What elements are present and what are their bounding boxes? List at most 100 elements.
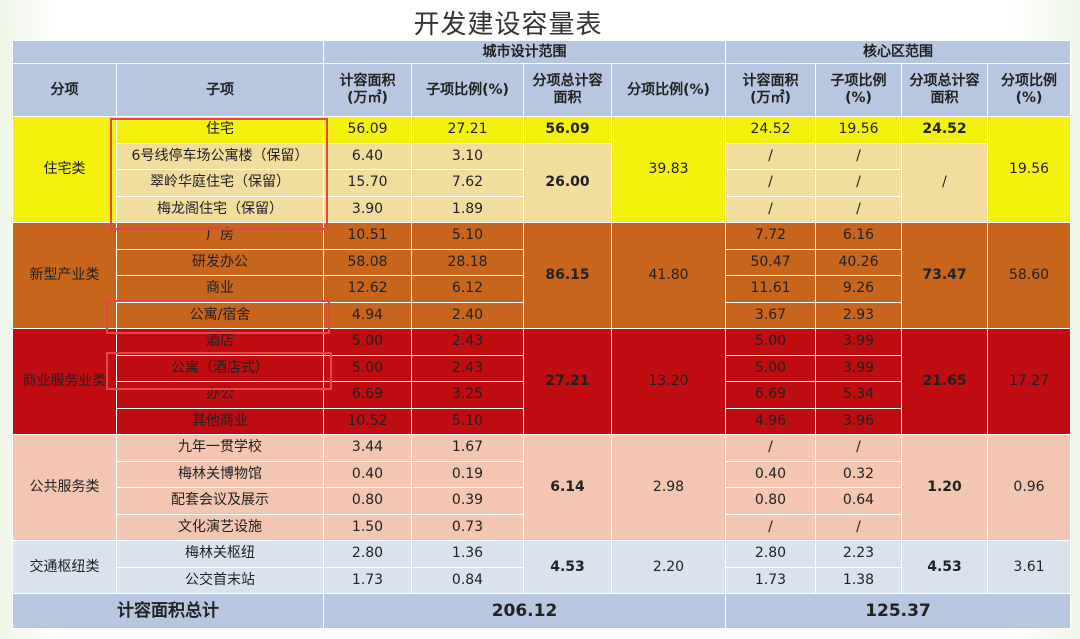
core-area-cell: 50.47: [725, 248, 816, 276]
category-cell: 交通枢纽类: [12, 540, 117, 594]
core-ratio-cell: 40.26: [815, 248, 902, 276]
table-row: 6号线停车场公寓楼（保留） 6.40 3.10 26.00 / / /: [12, 142, 1071, 223]
city-area-cell: 3.44: [323, 434, 412, 462]
city-area-cell: 10.51: [323, 222, 412, 250]
header-core-area-range: 核心区范围: [725, 40, 1071, 64]
city-area-cell: 4.94: [323, 301, 412, 329]
core-ratio-cell: 2.23: [815, 540, 902, 568]
core-total-cell: 21.65: [901, 328, 988, 435]
header-category: 分项: [12, 63, 117, 117]
subitem-cell: 公交首末站: [116, 566, 324, 594]
subitem-cell: 住宅: [116, 116, 324, 144]
header-city-area: 计容面积 (万㎡): [323, 63, 412, 117]
table-row: 翠岭华庭住宅（保留） 15.70 7.62 / /: [12, 169, 1071, 197]
city-ratio-cell: 5.10: [411, 407, 524, 435]
header-columns-row: 分项 子项 计容面积 (万㎡) 子项比例(%) 分项总计容 面积 分项比例(%)…: [12, 63, 1071, 117]
city-grand-total: 206.12: [323, 593, 726, 629]
city-total-cell: 27.21: [523, 328, 612, 435]
header-city-design-range: 城市设计范围: [323, 40, 726, 64]
city-ratio-cell: 2.43: [411, 354, 524, 382]
core-area-cell: 24.52: [725, 116, 816, 144]
core-area-cell: /: [725, 195, 816, 223]
city-area-cell: 1.50: [323, 513, 412, 541]
core-total-cell: 24.52: [901, 116, 988, 144]
header-subitem: 子项: [116, 63, 324, 117]
city-area-cell: 3.90: [323, 195, 412, 223]
table-row: 交通枢纽类 梅林关枢纽 2.80 1.36 4.53 2.20 2.80 2.2…: [12, 540, 1071, 594]
city-total-cell: 56.09: [523, 116, 612, 144]
core-total-cell: /: [901, 142, 988, 223]
core-area-cell: 5.00: [725, 328, 816, 356]
core-area-cell: 6.69: [725, 381, 816, 409]
core-ratio-cell: 19.56: [815, 116, 902, 144]
core-ratio-cell: /: [815, 142, 902, 170]
core-ratio-cell: /: [815, 195, 902, 223]
core-area-cell: 0.40: [725, 460, 816, 488]
subitem-cell: 梅龙阁住宅（保留）: [116, 195, 324, 223]
city-category-ratio-cell: 39.83: [611, 116, 726, 223]
subitem-cell: 九年一贯学校: [116, 434, 324, 462]
subitem-cell: 研发办公: [116, 248, 324, 276]
city-category-ratio-cell: 41.80: [611, 222, 726, 329]
header-core-total: 分项总计容 面积: [901, 63, 988, 117]
core-area-cell: /: [725, 169, 816, 197]
core-ratio-cell: 0.64: [815, 487, 902, 515]
city-total-cell: 86.15: [523, 222, 612, 329]
city-area-cell: 15.70: [323, 169, 412, 197]
subitem-cell: 公寓（酒店式）: [116, 354, 324, 382]
city-total-cell: 4.53: [523, 540, 612, 594]
subitem-cell: 酒店: [116, 328, 324, 356]
core-category-ratio-cell: 17.27: [987, 328, 1071, 435]
core-category-ratio-cell: 58.60: [987, 222, 1071, 329]
header-city-category-ratio: 分项比例(%): [611, 63, 726, 117]
header-city-ratio: 子项比例(%): [411, 63, 524, 117]
core-ratio-cell: 1.38: [815, 566, 902, 594]
core-area-cell: 1.73: [725, 566, 816, 594]
city-ratio-cell: 5.10: [411, 222, 524, 250]
core-total-cell: 1.20: [901, 434, 988, 541]
table-row: 公共服务类 九年一贯学校 3.44 1.67 6.14 2.98 / / 1.2…: [12, 434, 1071, 541]
core-area-cell: 11.61: [725, 275, 816, 303]
city-ratio-cell: 27.21: [411, 116, 524, 144]
capacity-table: 城市设计范围 核心区范围 分项 子项 计容面积 (万㎡) 子项比例(%) 分项总…: [12, 40, 1071, 629]
subitem-cell: 办公: [116, 381, 324, 409]
city-category-ratio-cell: 13.20: [611, 328, 726, 435]
city-area-cell: 6.40: [323, 142, 412, 170]
city-area-cell: 10.52: [323, 407, 412, 435]
city-area-cell: 58.08: [323, 248, 412, 276]
subitem-cell: 商业: [116, 275, 324, 303]
city-area-cell: 6.69: [323, 381, 412, 409]
city-ratio-cell: 0.19: [411, 460, 524, 488]
city-total-cell: 26.00: [523, 142, 612, 223]
subitem-cell: 其他商业: [116, 407, 324, 435]
core-area-cell: /: [725, 513, 816, 541]
page-title: 开发建设容量表: [413, 10, 603, 40]
table-row: 商业服务业类 酒店 5.00 2.43 27.21 13.20 5.00 3.9…: [12, 328, 1071, 435]
header-core-category-ratio: 分项比例 (%): [987, 63, 1071, 117]
core-ratio-cell: /: [815, 513, 902, 541]
core-category-ratio-cell: 0.96: [987, 434, 1071, 541]
core-ratio-cell: 9.26: [815, 275, 902, 303]
header-core-area: 计容面积 (万㎡): [725, 63, 816, 117]
core-area-cell: 3.67: [725, 301, 816, 329]
table-row: 新型产业类 厂房 10.51 5.10 86.15 41.80 7.72 6.1…: [12, 222, 1071, 329]
city-ratio-cell: 1.67: [411, 434, 524, 462]
city-area-cell: 5.00: [323, 328, 412, 356]
core-area-cell: /: [725, 434, 816, 462]
core-area-cell: 5.00: [725, 354, 816, 382]
city-ratio-cell: 7.62: [411, 169, 524, 197]
core-ratio-cell: 0.32: [815, 460, 902, 488]
core-ratio-cell: 3.99: [815, 354, 902, 382]
city-category-ratio-cell: 2.20: [611, 540, 726, 594]
subitem-cell: 6号线停车场公寓楼（保留）: [116, 142, 324, 170]
category-cell: 商业服务业类: [12, 328, 117, 435]
total-row: 计容面积总计 206.12 125.37: [12, 593, 1071, 629]
subitem-cell: 厂房: [116, 222, 324, 250]
core-area-cell: /: [725, 142, 816, 170]
city-area-cell: 2.80: [323, 540, 412, 568]
city-ratio-cell: 3.10: [411, 142, 524, 170]
city-ratio-cell: 2.40: [411, 301, 524, 329]
city-ratio-cell: 1.89: [411, 195, 524, 223]
city-ratio-cell: 1.36: [411, 540, 524, 568]
table-row: 住宅类 住宅 56.09 27.21 56.09 39.83 24.52 19.…: [12, 116, 1071, 223]
